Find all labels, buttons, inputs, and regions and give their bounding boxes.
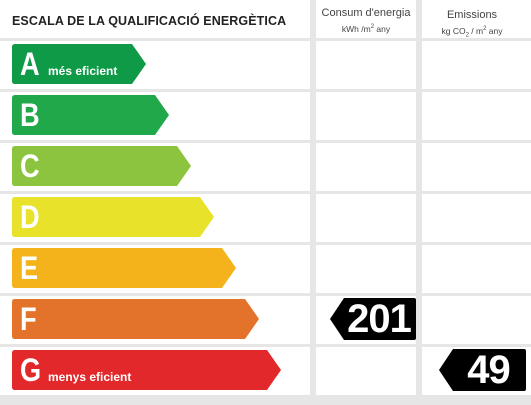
table-cell	[422, 92, 531, 140]
band-arrow-shape	[12, 350, 281, 390]
emissions-unit: kg CO2 / m2 any	[441, 26, 503, 39]
band-arrow-shape	[12, 146, 191, 186]
band-letter: B	[20, 97, 40, 133]
band-e: E	[12, 248, 236, 288]
consumption-rating-value: 201	[347, 297, 412, 341]
band-letter: C	[20, 148, 40, 184]
marker-arrow-shape	[439, 349, 526, 391]
table-cell	[422, 296, 531, 344]
band-letter: E	[20, 250, 39, 286]
table-cell	[316, 347, 416, 395]
table-cell	[422, 245, 531, 293]
header-cell	[422, 0, 531, 38]
table-cell	[316, 92, 416, 140]
table-cell	[316, 143, 416, 191]
band-d: D	[12, 197, 214, 237]
band-c: C	[12, 146, 191, 186]
consumption-rating-marker: 201	[330, 298, 416, 340]
band-description: més eficient	[48, 64, 118, 78]
emissions-header: Emissions kg CO2 / m2 any	[422, 9, 522, 39]
header-cell	[0, 0, 310, 38]
emissions-label: Emissions	[446, 9, 498, 21]
scale-title: ESCALA DE LA QUALIFICACIÓ ENERGÈTICA	[12, 14, 287, 28]
consumption-unit: kWh /m2 any	[341, 24, 391, 34]
table-cell	[422, 41, 531, 89]
table-cell	[422, 194, 531, 242]
table-cell	[316, 194, 416, 242]
band-letter: G	[20, 352, 42, 388]
band-f: F	[12, 299, 259, 339]
band-arrow-shape	[12, 299, 259, 339]
table-cell	[316, 41, 416, 89]
band-letter: A	[20, 46, 40, 82]
table-cell	[316, 245, 416, 293]
band-arrow-shape	[12, 44, 146, 84]
band-description: menys eficient	[48, 370, 132, 384]
band-b: B	[12, 95, 169, 135]
header-cell	[316, 0, 416, 38]
emissions-rating-value: 49	[467, 348, 511, 392]
consumption-header: Consum d'energia kWh /m2 any	[316, 7, 416, 34]
band-arrow-shape	[12, 95, 169, 135]
band-letter: F	[20, 301, 37, 337]
band-letter: D	[20, 199, 40, 235]
band-arrow-shape	[12, 197, 214, 237]
emissions-rating-marker: 49	[439, 349, 526, 391]
band-arrow-shape	[12, 248, 236, 288]
consumption-label: Consum d'energia	[321, 7, 411, 19]
marker-arrow-shape	[330, 298, 416, 340]
table-cell	[422, 143, 531, 191]
